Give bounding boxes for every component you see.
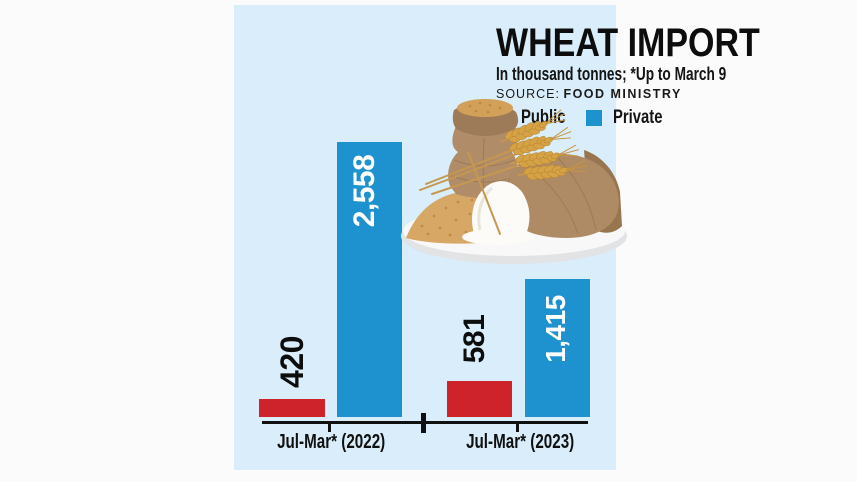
legend-swatch-private [586, 109, 602, 126]
bar-private-2023 [525, 279, 590, 417]
x-axis-label-2023: Jul-Mar* (2023) [465, 431, 575, 453]
legend-item-private: Private [586, 106, 676, 128]
value-label-public-2022: 420 [273, 336, 310, 388]
source-line: SOURCE: FOOD MINISTRY [496, 87, 682, 101]
x-axis-tick-2022 [328, 421, 331, 432]
source-label: SOURCE: [496, 87, 560, 101]
value-label-private-2023: 1,415 [540, 295, 571, 363]
value-label-private-2022: 2,558 [348, 154, 381, 228]
value-label-public-2023: 581 [458, 314, 491, 364]
wheat-sacks-illustration [401, 99, 627, 264]
chart-subtitle: In thousand tonnes; *Up to March 9 [496, 64, 799, 84]
bar-public-2022 [259, 399, 325, 417]
flour-shading [477, 186, 494, 231]
x-axis-tick-2023 [516, 421, 519, 432]
x-axis-label-2022: Jul-Mar* (2022) [276, 431, 386, 453]
grains-in-sack [457, 99, 513, 117]
page-title-text: WHEAT IMPORT [496, 21, 760, 65]
legend-label-private: Private [613, 106, 663, 128]
source-value: FOOD MINISTRY [563, 87, 682, 101]
chart-subtitle-text: In thousand tonnes; *Up to March 9 [496, 64, 727, 84]
x-axis-group-divider [421, 413, 426, 433]
bar-private-2022 [337, 142, 402, 417]
page-title: WHEAT IMPORT [496, 21, 806, 65]
grains-in-sack-speckles [468, 101, 502, 114]
bar-public-2023 [447, 381, 512, 417]
